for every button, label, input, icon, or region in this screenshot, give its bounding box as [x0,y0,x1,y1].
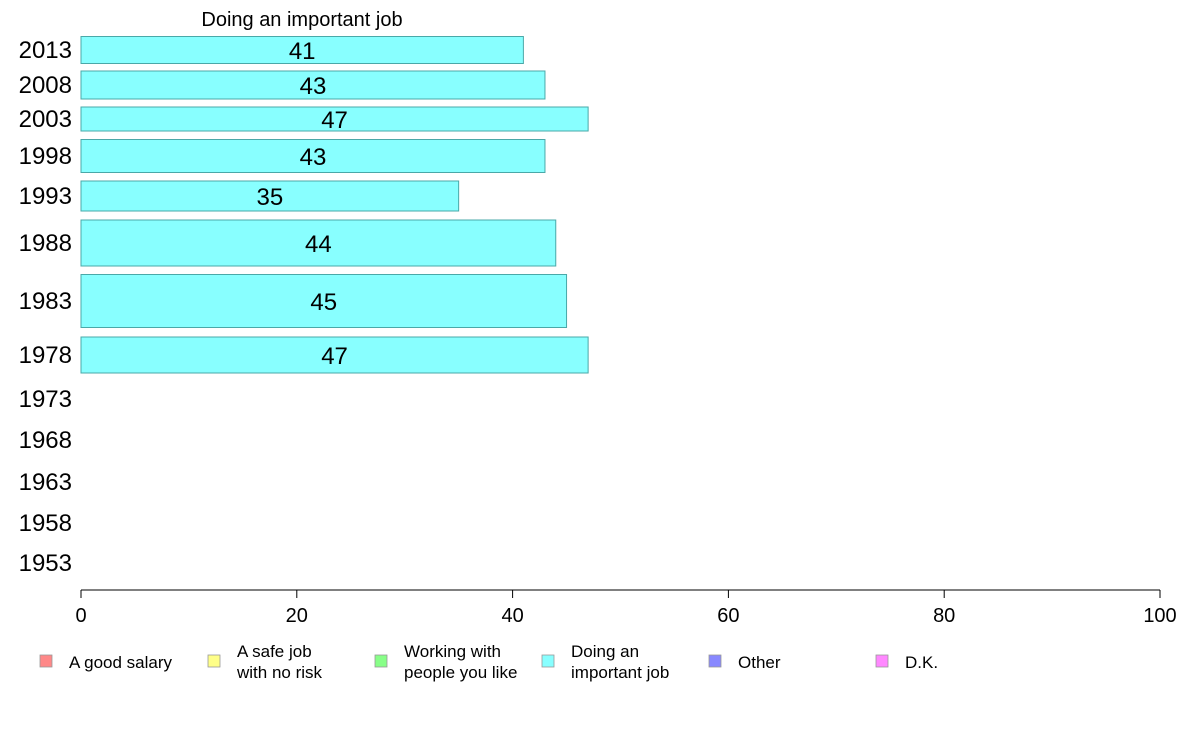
data-label: 44 [305,231,332,258]
legend-swatch [708,654,722,668]
legend-label: Other [738,653,781,672]
legend-label-line: important job [571,663,669,682]
legend-label-line: with no risk [236,663,323,682]
category-label: 1963 [19,469,72,496]
category-label: 2013 [19,37,72,64]
category-label: 1978 [19,342,72,369]
legend-label: A safe job with no risk [236,642,323,682]
chart-title: Doing an important job [201,9,402,31]
legend-label-line: Working with [404,642,501,661]
x-tick-label: 60 [717,605,739,627]
category-label: 2003 [19,106,72,133]
legend-label: Working with people you like [404,642,517,682]
legend-swatch [39,654,53,668]
legend-label: D.K. [905,653,938,672]
legend-swatch [374,654,388,668]
x-tick-label: 100 [1143,605,1176,627]
legend-label: Doing an important job [571,642,669,682]
category-label: 1953 [19,550,72,577]
data-label: 43 [300,73,327,100]
category-label: 1988 [19,230,72,257]
bar [80,36,524,64]
category-label: 1993 [19,183,72,210]
bar [80,106,589,132]
data-label: 47 [321,343,348,370]
x-tick-label: 0 [75,605,86,627]
data-label: 41 [289,38,316,65]
legend-label: A good salary [69,653,173,672]
data-label: 43 [300,144,327,171]
bar [80,219,557,267]
legend-swatch [541,654,555,668]
legend-swatch [875,654,889,668]
x-tick-label: 80 [933,605,955,627]
category-label: 1968 [19,427,72,454]
data-label: 45 [310,289,337,316]
data-label: 35 [256,184,283,211]
legend-label-line: people you like [404,663,517,682]
bar [80,274,568,328]
category-label: 1983 [19,288,72,315]
category-label: 1998 [19,143,72,170]
bar [80,180,460,212]
legend-swatch [207,654,221,668]
bar [80,336,589,374]
bar [80,70,546,100]
bar [80,139,546,173]
category-label: 2008 [19,72,72,99]
category-label: 1973 [19,386,72,413]
x-tick-label: 40 [501,605,523,627]
data-label: 47 [321,107,348,134]
category-label: 1958 [19,510,72,537]
x-tick-label: 20 [286,605,308,627]
legend-label-line: A safe job [237,642,312,661]
legend-label-line: Doing an [571,642,639,661]
